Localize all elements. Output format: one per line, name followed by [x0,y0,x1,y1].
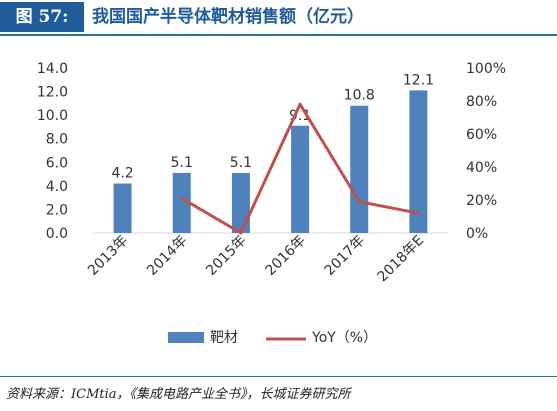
legend-label-bar: 靶材 [210,330,238,346]
y-right-tick-label: 100% [466,61,506,77]
figure-number-label: 图 57: [0,2,84,32]
legend-swatch-bar [168,332,204,343]
yoy-point [239,231,243,235]
bar-data-label: 5.1 [230,155,252,171]
figure-title: 我国国产半导体靶材销售额（亿元） [92,7,364,27]
legend-label-line: YoY（%） [311,330,377,346]
y-right-tick-label: 80% [466,94,497,110]
bar-data-label: 5.1 [171,155,193,171]
y-left-tick-label: 0.0 [46,226,68,242]
bar [172,172,191,233]
x-tick-label: 2018年E [375,233,428,286]
bar-data-label: 4.2 [111,166,133,182]
y-right-tick-label: 60% [466,127,497,143]
bar-data-label: 12.1 [403,72,434,88]
x-tick-label: 2013年 [85,233,131,279]
bar [409,90,428,233]
y-left-tick-label: 6.0 [46,155,68,171]
yoy-point [298,102,302,106]
yoy-point [416,211,420,215]
figure-title-bar: 图 57: 我国国产半导体靶材销售额（亿元） [0,2,557,36]
y-left-tick-label: 14.0 [37,61,68,77]
y-left-tick-label: 4.0 [46,179,68,195]
x-tick-label: 2017年 [322,233,368,279]
y-left-tick-label: 2.0 [46,202,68,218]
combo-chart: 0.0 2.0 4.0 6.0 8.0 10.0 12.0 14.0 0% 20% 40% 60% 80… [37,61,506,346]
y-right-tick-label: 0% [466,226,488,242]
x-tick-label: 2016年 [262,233,308,279]
x-tick-label: 2014年 [144,233,190,279]
source-divider [0,376,557,377]
y-right-tick-label: 20% [466,193,497,209]
x-tick-label: 2015年 [203,233,249,279]
y-left-tick-label: 8.0 [46,132,68,148]
bar [291,125,310,233]
bar [350,105,369,233]
bar [231,172,250,233]
source-note: 资料来源：ICMtia，《集成电路产业全书》，长城证券研究所 [6,387,351,402]
yoy-point [357,200,361,204]
bar [113,183,132,233]
yoy-point [180,196,184,200]
y-left-tick-label: 10.0 [37,108,68,124]
bar-data-label: 10.8 [344,88,375,104]
y-left-tick-label: 12.0 [37,85,68,101]
y-right-tick-label: 40% [466,160,497,176]
